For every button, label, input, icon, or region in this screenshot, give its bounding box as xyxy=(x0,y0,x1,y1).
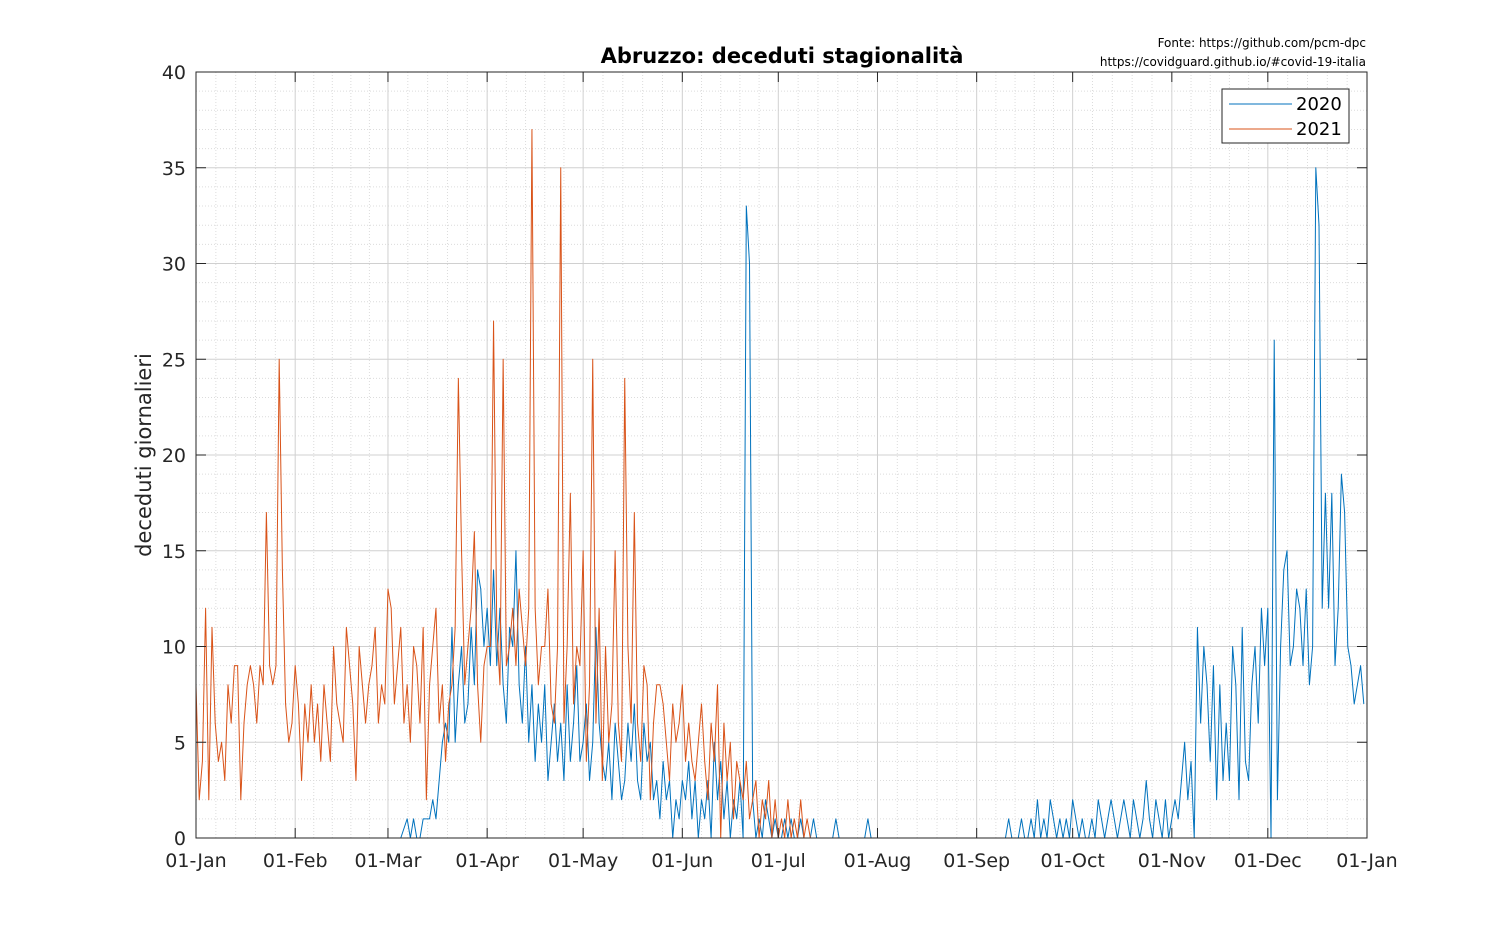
x-tick-label: 01-Sep xyxy=(943,850,1010,872)
series-line-2021 xyxy=(195,128,836,839)
source-line-1: Fonte: https://github.com/pcm-dpc xyxy=(1158,36,1366,50)
source-line-2: https://covidguard.github.io/#covid-19-i… xyxy=(1100,55,1366,69)
y-axis-label: deceduti giornalieri xyxy=(132,353,156,557)
y-tick-label: 10 xyxy=(162,637,186,659)
legend-box xyxy=(1221,88,1350,144)
y-tick-label: 0 xyxy=(174,828,186,850)
y-tick-labels: 0 5 10 15 20 25 30 35 40 xyxy=(162,62,186,850)
chart-title: Abruzzo: deceduti stagionalità xyxy=(601,44,964,68)
x-tick-labels: 01-Jan 01-Feb 01-Mar 01-Apr 01-May 01-Jun 01-J… xyxy=(165,850,1397,872)
x-tick-label: 01-Apr xyxy=(455,850,519,872)
legend-label-2020: 2020 xyxy=(1296,94,1342,115)
legend-label-2021: 2021 xyxy=(1296,119,1342,140)
y-tick-label: 20 xyxy=(162,445,186,467)
x-tick-label: 01-Jan xyxy=(1336,850,1397,872)
x-tick-label: 01-Jan xyxy=(165,850,226,872)
x-tick-label: 01-Aug xyxy=(844,850,912,872)
tick-marks xyxy=(195,71,1368,839)
x-tick-label: 01-Jul xyxy=(751,850,806,872)
x-tick-label: 01-Mar xyxy=(355,850,422,872)
x-tick-label: 01-Feb xyxy=(263,850,328,872)
y-tick-label: 30 xyxy=(162,254,186,276)
y-tick-label: 25 xyxy=(162,349,186,371)
legend: 2020 2021 xyxy=(1221,88,1350,144)
y-tick-label: 35 xyxy=(162,158,186,180)
x-tick-label: 01-Oct xyxy=(1040,850,1104,872)
x-tick-label: 01-May xyxy=(548,850,618,872)
x-tick-label: 01-Dec xyxy=(1234,850,1302,872)
y-tick-label: 40 xyxy=(162,62,186,84)
y-tick-label: 5 xyxy=(174,732,186,754)
x-tick-label: 01-Nov xyxy=(1138,850,1206,872)
y-tick-label: 15 xyxy=(162,541,186,563)
x-tick-label: 01-Jun xyxy=(651,850,713,872)
